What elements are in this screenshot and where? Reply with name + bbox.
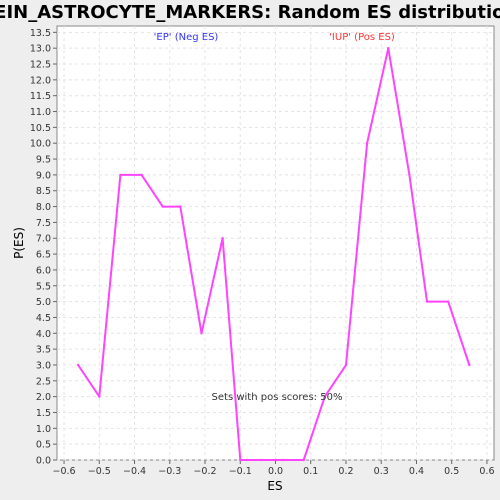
x-tick-label: −0.1 xyxy=(229,466,252,477)
data-point xyxy=(260,458,263,462)
data-point xyxy=(119,173,122,177)
y-tick-label: 7.5 xyxy=(36,218,51,229)
x-tick-label: 0.3 xyxy=(374,466,389,477)
y-tick-label: 11.0 xyxy=(30,107,51,118)
data-point xyxy=(281,458,284,462)
y-tick-label: 4.5 xyxy=(36,313,51,324)
y-tick-label: 10.5 xyxy=(30,123,51,134)
data-point xyxy=(200,332,203,335)
chart-title: LEIN_ASTROCYTE_MARKERS: Random ES distri… xyxy=(0,2,500,23)
y-tick-label: 1.5 xyxy=(36,408,51,419)
x-tick-label: −0.6 xyxy=(53,466,76,477)
data-point xyxy=(161,205,164,208)
y-tick-label: 9.5 xyxy=(36,155,51,166)
y-tick-label: 3.5 xyxy=(36,345,51,356)
x-tick-label: 0.5 xyxy=(444,466,459,477)
grid-lines xyxy=(57,26,494,461)
x-tick-label: −0.3 xyxy=(158,466,181,477)
annotation-neg-es: 'EP' (Neg ES) xyxy=(154,32,219,43)
y-tick-label: 4.0 xyxy=(36,329,51,340)
data-point xyxy=(239,458,242,462)
x-tick-label: −0.5 xyxy=(88,466,111,477)
y-tick-label: 11.5 xyxy=(30,91,51,102)
data-point xyxy=(446,300,450,303)
y-axis-label: P(ES) xyxy=(12,227,26,259)
data-point xyxy=(468,363,471,367)
y-tick-label: 12.5 xyxy=(30,60,51,71)
annotation-pos-scores: Sets with pos scores: 50% xyxy=(212,392,343,403)
y-tick-label: 10.0 xyxy=(30,139,51,150)
x-tick-label: 0.6 xyxy=(479,466,494,477)
data-point xyxy=(302,458,305,462)
x-tick-label: 0.4 xyxy=(409,466,424,477)
y-tick-label: 5.0 xyxy=(36,297,51,308)
data-point xyxy=(387,46,390,50)
y-tick-label: 6.0 xyxy=(36,265,51,276)
x-ticks: −0.6 −0.5 −0.4 −0.3 −0.2 −0.1 0.0 0.1 0.2 0.3 0.4 0… xyxy=(53,460,495,477)
y-ticks: 0.0 0.5 1.0 1.5 2.0 2.5 3.0 3.5 4.0 4.5 5.0 5.5 6.0 6… xyxy=(30,28,57,467)
y-tick-label: 3.0 xyxy=(36,360,51,371)
data-point xyxy=(344,363,348,367)
y-tick-label: 0.0 xyxy=(36,456,51,467)
y-tick-label: 6.5 xyxy=(36,250,51,261)
y-tick-label: 7.0 xyxy=(36,234,51,245)
y-tick-label: 13.0 xyxy=(30,44,51,55)
y-tick-label: 5.5 xyxy=(36,281,51,292)
x-tick-label: 0.1 xyxy=(303,466,318,477)
y-tick-label: 0.5 xyxy=(36,440,51,451)
data-point xyxy=(408,173,411,177)
y-tick-label: 2.0 xyxy=(36,392,51,403)
data-point xyxy=(365,142,369,145)
x-tick-label: 0.2 xyxy=(338,466,353,477)
data-point xyxy=(425,300,429,303)
y-tick-label: 12.0 xyxy=(30,75,51,86)
series-layer xyxy=(76,46,471,462)
annotation-pos-es: 'IUP' (Pos ES) xyxy=(329,32,395,43)
x-tick-label: −0.2 xyxy=(193,466,216,477)
data-point xyxy=(76,363,80,367)
series-line xyxy=(77,47,471,461)
y-tick-label: 13.5 xyxy=(30,28,51,39)
y-tick-label: 8.0 xyxy=(36,202,51,213)
data-point xyxy=(323,395,327,398)
data-point xyxy=(98,395,101,398)
data-point xyxy=(221,237,224,240)
y-tick-label: 8.5 xyxy=(36,186,51,197)
y-tick-label: 9.0 xyxy=(36,170,51,181)
x-tick-label: 0.0 xyxy=(268,466,283,477)
y-tick-label: 2.5 xyxy=(36,376,51,387)
data-point xyxy=(140,173,143,177)
data-point xyxy=(179,205,182,208)
y-tick-label: 1.0 xyxy=(36,424,51,435)
x-tick-label: −0.4 xyxy=(123,466,146,477)
x-axis-label: ES xyxy=(267,479,282,493)
